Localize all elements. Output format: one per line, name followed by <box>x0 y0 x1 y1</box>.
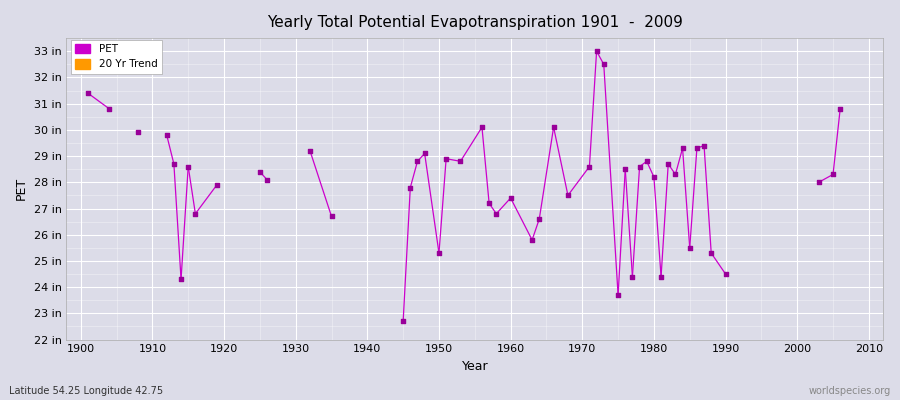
Point <box>661 161 675 167</box>
Point <box>668 171 682 178</box>
Point <box>704 250 718 256</box>
Point <box>503 195 517 201</box>
Point <box>826 171 841 178</box>
Point <box>561 192 575 199</box>
Point <box>181 163 195 170</box>
Point <box>718 271 733 277</box>
Point <box>675 145 689 152</box>
Text: Latitude 54.25 Longitude 42.75: Latitude 54.25 Longitude 42.75 <box>9 386 163 396</box>
Point <box>812 179 826 186</box>
Point <box>81 90 95 96</box>
Point <box>525 237 539 243</box>
Point <box>403 184 418 191</box>
Point <box>410 158 425 164</box>
Point <box>626 274 640 280</box>
Point <box>833 106 848 112</box>
Point <box>432 250 446 256</box>
Point <box>260 176 274 183</box>
Point <box>454 158 468 164</box>
Point <box>439 156 454 162</box>
Point <box>546 124 561 130</box>
Point <box>103 106 117 112</box>
Point <box>166 161 181 167</box>
Point <box>418 150 432 157</box>
Point <box>597 61 611 68</box>
Point <box>582 163 597 170</box>
Point <box>697 142 711 149</box>
Text: worldspecies.org: worldspecies.org <box>809 386 891 396</box>
Point <box>689 145 704 152</box>
Point <box>611 292 625 298</box>
Point <box>475 124 490 130</box>
Point <box>174 276 188 282</box>
Y-axis label: PET: PET <box>15 177 28 200</box>
Point <box>396 318 410 324</box>
Point <box>532 216 546 222</box>
X-axis label: Year: Year <box>462 360 488 373</box>
Point <box>302 148 317 154</box>
Title: Yearly Total Potential Evapotranspiration 1901  -  2009: Yearly Total Potential Evapotranspiratio… <box>267 15 683 30</box>
Point <box>647 174 662 180</box>
Point <box>682 245 697 251</box>
Point <box>210 182 224 188</box>
Point <box>640 158 654 164</box>
Point <box>253 169 267 175</box>
Point <box>159 132 174 138</box>
Point <box>324 213 338 220</box>
Point <box>618 166 633 172</box>
Point <box>654 274 669 280</box>
Point <box>482 200 496 206</box>
Point <box>590 48 604 54</box>
Point <box>489 210 503 217</box>
Point <box>130 129 145 136</box>
Legend: PET, 20 Yr Trend: PET, 20 Yr Trend <box>70 40 161 74</box>
Point <box>188 210 202 217</box>
Point <box>633 163 647 170</box>
